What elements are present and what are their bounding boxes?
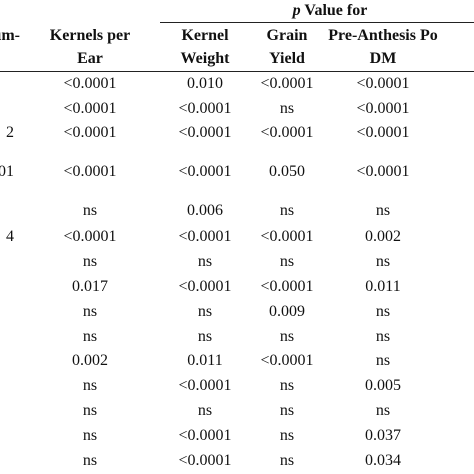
p-value: 0.011 <box>187 352 223 369</box>
p-value: <0.0001 <box>178 228 232 245</box>
p-value: <0.0001 <box>178 377 232 394</box>
row-label: 01 <box>0 163 14 180</box>
group-rule <box>160 22 474 23</box>
p-value: 0.011 <box>365 278 401 295</box>
p-value: ns <box>279 328 295 345</box>
p-value: <0.0001 <box>260 124 314 141</box>
p-value: 0.009 <box>269 303 305 320</box>
p-value: <0.0001 <box>63 228 117 245</box>
p-value: ns <box>279 452 295 469</box>
column-header: Weight <box>180 50 230 67</box>
p-value: ns <box>375 202 391 219</box>
p-value: <0.0001 <box>356 100 410 117</box>
column-header: Grain <box>266 27 308 44</box>
row-label: 2 <box>6 124 14 141</box>
p-value: ns <box>375 303 391 320</box>
p-value: ns <box>82 253 98 270</box>
p-value: 0.002 <box>72 352 108 369</box>
header-rule <box>0 71 474 72</box>
p-value: <0.0001 <box>178 124 232 141</box>
p-value: 0.050 <box>269 163 305 180</box>
p-value: ns <box>82 328 98 345</box>
p-value: 0.002 <box>365 228 401 245</box>
p-value: 0.010 <box>187 75 223 92</box>
p-value: <0.0001 <box>260 352 314 369</box>
p-value: <0.0001 <box>178 278 232 295</box>
p-value: ns <box>279 402 295 419</box>
group-label-italic: p <box>292 2 301 19</box>
group-label-text: Value for <box>304 2 368 19</box>
p-value: <0.0001 <box>178 452 232 469</box>
column-header: Yield <box>269 50 305 67</box>
p-value: ns <box>375 352 391 369</box>
p-value: ns <box>279 100 295 117</box>
p-value: <0.0001 <box>63 124 117 141</box>
p-value: <0.0001 <box>63 100 117 117</box>
column-header: um- <box>0 27 20 44</box>
p-value: ns <box>279 377 295 394</box>
p-value: <0.0001 <box>178 163 232 180</box>
p-value: ns <box>82 377 98 394</box>
p-value: ns <box>197 328 213 345</box>
row-label: 4 <box>6 228 14 245</box>
p-value: ns <box>82 452 98 469</box>
p-value: <0.0001 <box>356 163 410 180</box>
p-value: ns <box>375 328 391 345</box>
p-value: <0.0001 <box>356 124 410 141</box>
p-value: <0.0001 <box>260 228 314 245</box>
column-header: Pre-Anthesis Po <box>328 27 438 44</box>
column-header: DM <box>369 50 397 67</box>
column-header: Kernel <box>181 27 229 44</box>
p-value: ns <box>375 402 391 419</box>
group-label: p Value for <box>293 3 368 19</box>
p-value: 0.037 <box>365 427 401 444</box>
p-value: ns <box>197 303 213 320</box>
p-value: 0.005 <box>365 377 401 394</box>
p-value: <0.0001 <box>260 278 314 295</box>
p-value: 0.034 <box>365 452 401 469</box>
p-value: <0.0001 <box>260 75 314 92</box>
p-value: ns <box>279 253 295 270</box>
p-value: <0.0001 <box>63 75 117 92</box>
p-value: ns <box>82 303 98 320</box>
p-value: <0.0001 <box>63 163 117 180</box>
p-value: 0.017 <box>72 278 108 295</box>
p-value: <0.0001 <box>178 100 232 117</box>
p-value: ns <box>82 202 98 219</box>
p-value: ns <box>197 253 213 270</box>
p-value: <0.0001 <box>356 75 410 92</box>
p-value: ns <box>197 402 213 419</box>
p-value: <0.0001 <box>178 427 232 444</box>
p-value: 0.006 <box>187 202 223 219</box>
p-value: ns <box>279 427 295 444</box>
p-value: ns <box>82 402 98 419</box>
column-header: Ear <box>77 50 103 67</box>
p-value: ns <box>82 427 98 444</box>
p-value: ns <box>279 202 295 219</box>
p-value: ns <box>375 253 391 270</box>
column-header: Kernels per <box>49 27 131 44</box>
